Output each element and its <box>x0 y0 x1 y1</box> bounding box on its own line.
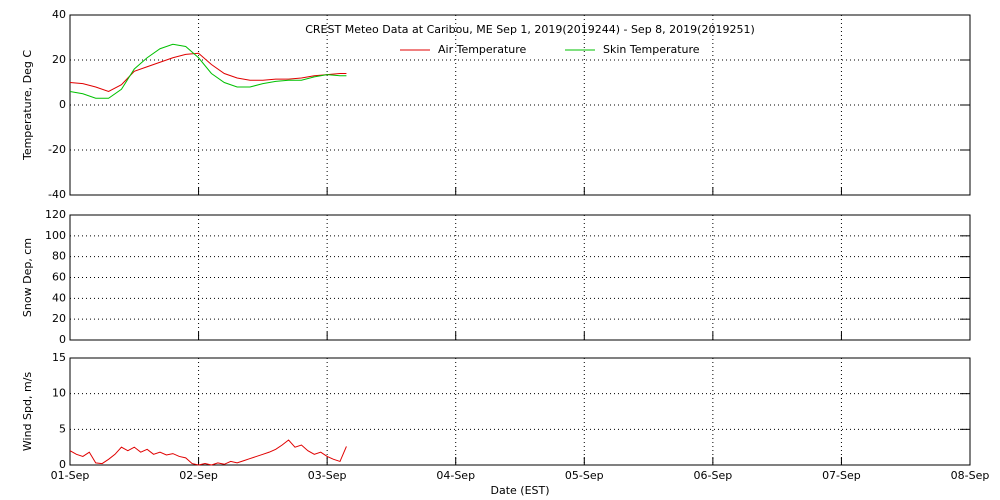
y-tick-label: 0 <box>59 458 66 471</box>
y-tick-label: 0 <box>59 333 66 346</box>
y-tick-label: 60 <box>52 271 66 284</box>
plot-frame <box>69 14 971 196</box>
y-tick-label: 15 <box>52 351 66 364</box>
series-line <box>69 439 347 466</box>
y-tick-label: -40 <box>48 188 66 201</box>
y-axis-label: Wind Spd, m/s <box>21 372 34 452</box>
x-tick-label: 01-Sep <box>51 469 90 482</box>
y-tick-label: 40 <box>52 8 66 21</box>
y-tick-label: 5 <box>59 422 66 435</box>
x-tick-label: 04-Sep <box>436 469 475 482</box>
x-tick-label: 05-Sep <box>565 469 604 482</box>
y-axis-label: Snow Dep, cm <box>21 238 34 317</box>
legend-label: Skin Temperature <box>603 43 700 56</box>
series-line <box>69 43 347 99</box>
x-axis-label: Date (EST) <box>490 484 549 497</box>
x-tick-label: 02-Sep <box>179 469 218 482</box>
y-tick-label: 20 <box>52 312 66 325</box>
y-tick-label: 40 <box>52 291 66 304</box>
y-tick-label: 100 <box>45 229 66 242</box>
plot-frame <box>69 357 971 466</box>
y-axis-label: Temperature, Deg C <box>21 50 34 161</box>
y-tick-label: 120 <box>45 208 66 221</box>
chart-title: CREST Meteo Data at Caribou, ME Sep 1, 2… <box>305 23 755 36</box>
x-tick-label: 06-Sep <box>694 469 733 482</box>
x-tick-label: 07-Sep <box>822 469 861 482</box>
legend-label: Air Temperature <box>438 43 527 56</box>
plot-frame <box>69 214 971 341</box>
y-tick-label: -20 <box>48 143 66 156</box>
y-tick-label: 80 <box>52 250 66 263</box>
x-tick-label: 08-Sep <box>951 469 990 482</box>
y-tick-label: 20 <box>52 53 66 66</box>
y-tick-label: 10 <box>52 387 66 400</box>
y-tick-label: 0 <box>59 98 66 111</box>
series-line <box>69 52 347 93</box>
x-tick-label: 03-Sep <box>308 469 347 482</box>
